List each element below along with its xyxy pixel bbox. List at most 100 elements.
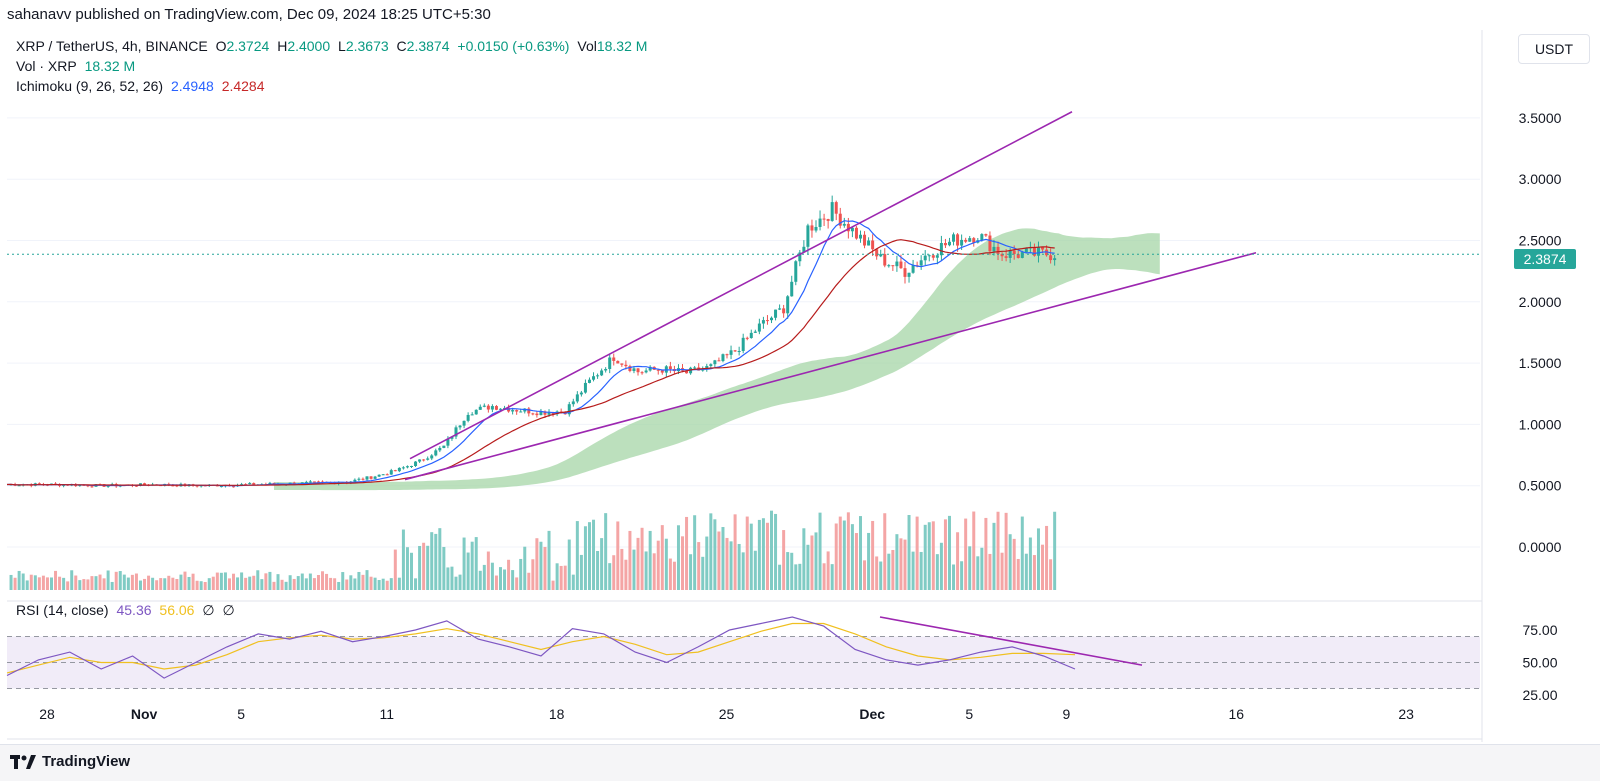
volume-bar xyxy=(62,577,66,590)
candle-body xyxy=(830,202,834,221)
volume-bar xyxy=(325,573,329,590)
rsi-line xyxy=(6,616,1076,679)
candle-body xyxy=(802,246,806,253)
time-tick-label: 25 xyxy=(719,706,735,722)
volume-bar xyxy=(644,551,648,590)
volume-bar xyxy=(976,556,980,590)
candle-body xyxy=(1004,256,1008,258)
chart-area[interactable]: 75.00 50.00 25.00 3.5000 3.0000 2.5000 2.0000… xyxy=(0,30,1600,742)
volume-bar xyxy=(798,563,802,590)
volume-bar xyxy=(486,551,490,590)
volume-bar xyxy=(393,549,397,590)
volume-bar xyxy=(377,580,381,590)
volume-bar xyxy=(147,575,151,590)
candle-body xyxy=(778,308,782,310)
vol-value: 18.32 M xyxy=(596,38,648,54)
candle-body xyxy=(713,360,717,365)
rsi-legend[interactable]: RSI (14, close) 45.36 56.06 ∅ ∅ xyxy=(16,602,239,619)
volume-bar xyxy=(195,580,199,590)
volume-bar xyxy=(571,574,575,590)
rsi-extra-1: ∅ xyxy=(202,602,215,618)
candle-body xyxy=(863,234,867,246)
volume-bar xyxy=(1032,555,1036,590)
tradingview-logo-icon xyxy=(10,754,36,769)
volume-bar xyxy=(280,579,284,590)
volume-legend[interactable]: Vol · XRP 18.32 M xyxy=(16,58,139,74)
candle-body xyxy=(312,481,316,483)
volume-bar xyxy=(365,570,369,590)
volume-bar xyxy=(361,574,365,590)
candle-body xyxy=(422,459,426,461)
candle-body xyxy=(854,227,858,239)
candle-body xyxy=(401,467,405,469)
volume-bar xyxy=(826,551,830,590)
candle-body xyxy=(871,240,875,250)
volume-bar xyxy=(596,551,600,590)
volume-bar xyxy=(830,564,834,590)
volume-bar xyxy=(240,572,244,590)
volume-bar xyxy=(592,519,596,590)
volume-bar xyxy=(1008,534,1012,590)
volume-bar xyxy=(1000,552,1004,590)
volume-bar xyxy=(1012,538,1016,590)
candle-body xyxy=(972,238,976,243)
candle-body xyxy=(988,235,992,252)
candle-body xyxy=(883,254,887,266)
candle-body xyxy=(834,202,838,214)
rsi-ma-line xyxy=(6,622,1076,674)
candle-body xyxy=(745,337,749,339)
tradingview-logo[interactable]: TradingView xyxy=(10,753,130,770)
ichimoku-label[interactable]: Ichimoku (9, 26, 52, 26) xyxy=(16,78,164,94)
candle-body xyxy=(757,323,761,332)
volume-bar xyxy=(159,578,163,590)
volume-bar xyxy=(875,556,879,590)
candle-body xyxy=(624,364,628,367)
chart-canvas[interactable]: 75.00 50.00 25.00 3.5000 3.0000 2.5000 2.0000… xyxy=(0,30,1600,742)
volume-bar xyxy=(1041,544,1045,590)
volume-bar xyxy=(284,581,288,590)
symbol-label[interactable]: XRP / TetherUS, 4h, BINANCE xyxy=(16,38,208,54)
candle-body xyxy=(685,370,689,374)
rsi-tick-label: 75.00 xyxy=(1522,622,1557,638)
rsi-label[interactable]: RSI (14, close) xyxy=(16,602,109,618)
candle-body xyxy=(960,239,964,246)
volume-bar xyxy=(41,575,45,590)
candle-body xyxy=(798,252,802,262)
symbol-legend[interactable]: XRP / TetherUS, 4h, BINANCE O2.3724 H2.4… xyxy=(16,38,651,54)
volume-bar xyxy=(757,519,761,590)
time-tick-label: 18 xyxy=(549,706,565,722)
candle-body xyxy=(770,317,774,321)
volume-bar xyxy=(118,571,122,590)
volume-bar xyxy=(850,524,854,590)
volume-bar xyxy=(422,542,426,590)
candle-body xyxy=(996,246,1000,254)
price-tick-label: 0.0000 xyxy=(1519,539,1562,555)
volume-bar xyxy=(778,564,782,590)
candle-body xyxy=(931,255,935,258)
candle-body xyxy=(450,436,454,439)
volume-bar xyxy=(640,527,644,590)
candle-body xyxy=(1020,252,1024,258)
volume-bar xyxy=(733,514,737,590)
volume-bar xyxy=(438,528,442,590)
volume-bar xyxy=(21,573,25,590)
time-tick-label: 28 xyxy=(39,706,55,722)
volume-indicator-label[interactable]: Vol · XRP xyxy=(16,58,77,74)
volume-bar xyxy=(899,538,903,590)
currency-button[interactable]: USDT xyxy=(1518,34,1590,64)
rsi-tick-label: 25.00 xyxy=(1522,687,1557,703)
ichimoku-legend[interactable]: Ichimoku (9, 26, 52, 26) 2.4948 2.4284 xyxy=(16,78,269,94)
candle-body xyxy=(628,366,632,372)
volume-bar xyxy=(535,538,539,590)
candle-body xyxy=(446,438,450,446)
volume-bar xyxy=(25,580,29,590)
candle-body xyxy=(899,261,903,269)
candle-body xyxy=(644,370,648,373)
candle-body xyxy=(782,308,786,314)
candle-body xyxy=(1024,248,1028,253)
volume-bar xyxy=(842,520,846,590)
volume-bar xyxy=(664,538,668,590)
volume-bar xyxy=(1024,553,1028,590)
vol-label: Vol xyxy=(577,38,597,54)
candle-body xyxy=(620,363,624,365)
